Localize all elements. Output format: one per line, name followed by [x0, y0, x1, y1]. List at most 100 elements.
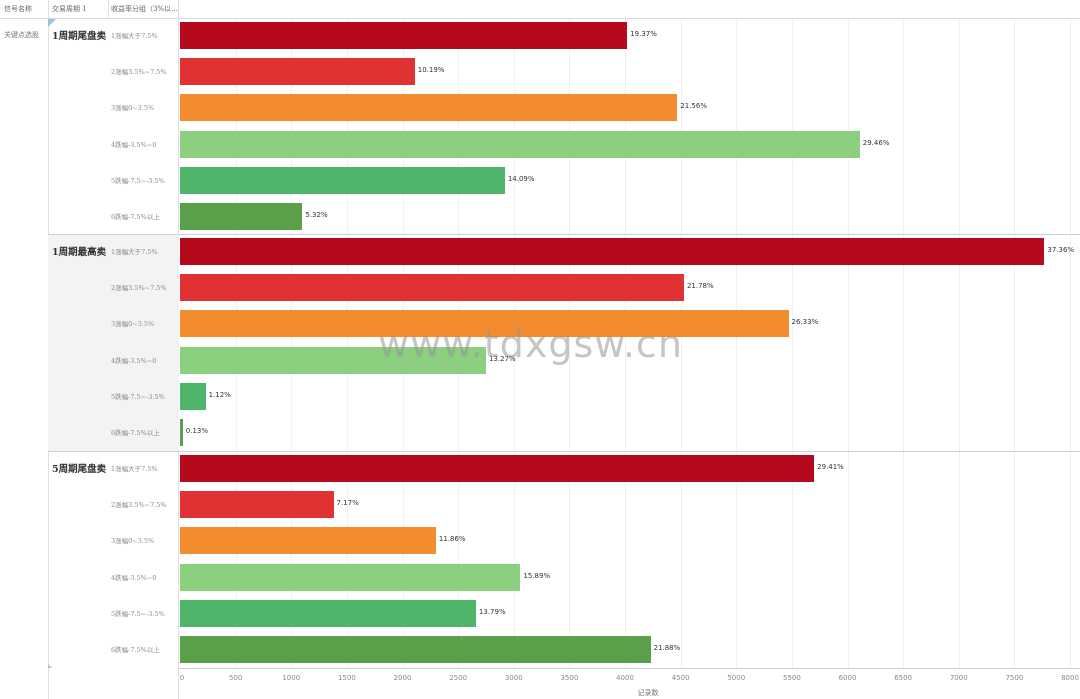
data-label: 10.19%: [417, 66, 445, 75]
data-label: 29.46%: [862, 138, 890, 147]
column-divider-2: [108, 0, 109, 18]
x-tick-label: 2000: [393, 674, 412, 682]
category-label: 2涨幅3.5%~7.5%: [111, 284, 167, 293]
x-tick-label: 1000: [282, 674, 301, 682]
gridline: [346, 19, 348, 668]
category-label: 4跌幅-3.5%~0: [111, 573, 157, 582]
bar[interactable]: [180, 238, 1045, 265]
category-label: 2涨幅3.5%~7.5%: [111, 68, 167, 77]
category-label: 6跌幅-7.5%以上: [111, 213, 160, 221]
data-label: 15.89%: [523, 571, 551, 580]
category-label: 3涨幅0~3.5%: [111, 104, 155, 113]
bar[interactable]: [180, 203, 303, 230]
category-label: 6跌幅-7.5%以上: [111, 429, 160, 437]
data-label: 7.17%: [336, 499, 359, 508]
gridline: [402, 19, 404, 668]
watermark-text: www.tdxgsw.cn: [378, 322, 683, 366]
x-tick-label: 7500: [1005, 674, 1024, 682]
data-label: 0.13%: [185, 427, 209, 435]
x-tick-label: 1500: [337, 674, 356, 682]
x-tick-label: 6500: [894, 674, 913, 682]
bar[interactable]: [180, 346, 486, 374]
data-label: 14.09%: [507, 174, 535, 183]
bar[interactable]: [180, 94, 678, 122]
data-label: 21.88%: [653, 644, 681, 652]
gridline: [513, 19, 515, 668]
bar[interactable]: [180, 58, 415, 86]
x-tick-label: 3000: [504, 674, 523, 682]
bar[interactable]: [180, 166, 505, 194]
gridline: [791, 19, 793, 668]
gridline: [291, 19, 293, 668]
category-label: 1涨幅大于7.5%: [111, 248, 158, 256]
x-tick-label: 3500: [560, 674, 579, 682]
period-label: 1周期尾盘卖: [52, 31, 107, 42]
gridline: [680, 19, 682, 668]
bar[interactable]: [180, 310, 789, 338]
bar[interactable]: [180, 382, 206, 410]
data-label: 21.56%: [680, 102, 707, 111]
bar[interactable]: [180, 491, 334, 519]
period-label: 1周期最高卖: [52, 247, 107, 258]
gridline: [625, 19, 626, 668]
x-tick-label: 5500: [782, 674, 801, 682]
data-label: 19.37%: [630, 30, 657, 38]
bar[interactable]: [180, 274, 684, 302]
gridline: [903, 19, 905, 668]
category-label: 5跌幅-7.5~-3.5%: [111, 609, 165, 618]
gridline: [458, 19, 460, 668]
header-signal-name[interactable]: 信号名称: [4, 5, 32, 13]
x-axis-line: [179, 668, 1080, 669]
category-label: 3涨幅0~3.5%: [111, 537, 155, 546]
x-tick-label: 7000: [949, 674, 968, 682]
bar[interactable]: [180, 599, 476, 627]
data-label: 13.79%: [478, 607, 506, 616]
category-label: 4跌幅-3.5%~0: [111, 140, 157, 149]
category-label: 3涨幅0~3.5%: [111, 320, 155, 329]
bar[interactable]: [180, 130, 860, 158]
corner-marker-icon: [48, 664, 52, 668]
data-label: 21.78%: [686, 282, 714, 291]
header-trade-period[interactable]: 交易周期 1: [52, 5, 87, 13]
gridline: [569, 19, 571, 668]
signal-name-label: 关键点选股: [4, 31, 39, 39]
bar[interactable]: [180, 22, 628, 49]
gridline: [1070, 19, 1071, 668]
panel-separator: [48, 234, 1080, 235]
header-divider: [0, 18, 1080, 19]
panel-shade: [48, 234, 179, 451]
gridline: [736, 19, 738, 668]
x-tick-label: 4000: [616, 674, 634, 682]
data-label: 5.32%: [305, 211, 328, 219]
bar[interactable]: [180, 527, 436, 555]
bar[interactable]: [180, 419, 183, 446]
data-label: 11.86%: [438, 535, 466, 544]
category-label: 6跌幅-7.5%以上: [111, 646, 160, 654]
category-label: 1涨幅大于7.5%: [111, 32, 158, 40]
gridline: [958, 19, 960, 668]
data-label: 29.41%: [817, 463, 844, 471]
x-tick-label: 8000: [1061, 674, 1079, 682]
gridline: [1014, 19, 1016, 668]
category-label: 1涨幅大于7.5%: [111, 465, 158, 473]
data-label: 13.27%: [488, 354, 516, 363]
x-tick-label: 6000: [838, 674, 857, 682]
panel-separator: [48, 451, 1080, 452]
category-label: 5跌幅-7.5~-3.5%: [111, 392, 165, 401]
gridline: [847, 19, 849, 668]
bar[interactable]: [180, 563, 521, 591]
category-label: 5跌幅-7.5~-3.5%: [111, 176, 165, 185]
bar[interactable]: [180, 455, 815, 482]
category-label: 2涨幅3.5%~7.5%: [111, 501, 167, 510]
x-tick-label: 2500: [449, 674, 468, 682]
x-tick-label: 500: [228, 674, 243, 682]
bar[interactable]: [180, 636, 651, 663]
sort-indicator-icon[interactable]: [48, 19, 56, 27]
x-tick-label: 4500: [671, 674, 690, 682]
x-axis-label: 记录数: [637, 689, 659, 697]
data-label: 37.36%: [1047, 246, 1075, 254]
data-label: 1.12%: [208, 390, 231, 399]
gridline: [235, 19, 237, 668]
category-label: 4跌幅-3.5%~0: [111, 356, 157, 365]
header-return-range[interactable]: 收益率分组（3%以...: [111, 5, 177, 13]
